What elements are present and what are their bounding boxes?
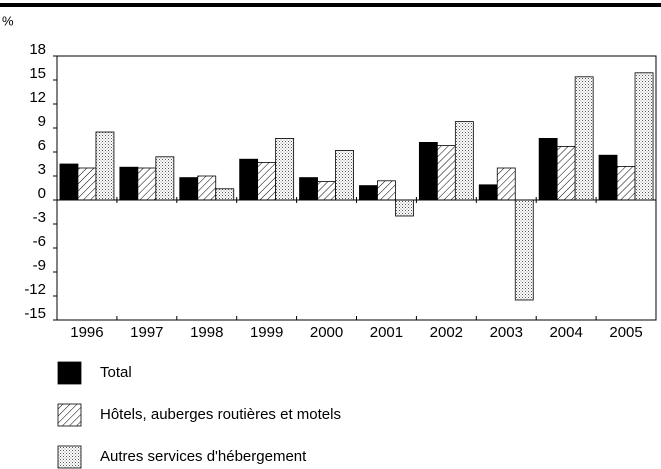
legend-swatch [57,445,82,469]
legend-swatch [57,361,82,385]
bar [215,188,235,201]
x-tick-label: 2004 [549,324,582,341]
legend-label: Autres services d'hébergement [100,448,307,465]
bar [275,137,295,201]
top-rule [0,3,661,7]
x-tick-label: 2002 [430,324,463,341]
unit-label: % [2,13,14,28]
bar [538,137,558,201]
x-tick-label: 1998 [190,324,223,341]
bar [436,145,456,201]
y-tick-label: 15 [29,65,46,82]
bar [155,156,175,201]
bar [514,199,534,301]
x-tick-label: 2001 [370,324,403,341]
bar [395,199,414,217]
legend-swatch [57,403,82,427]
bar [478,184,498,201]
y-tick-label: 9 [38,113,46,130]
bar [179,177,199,201]
bar [119,166,139,201]
bar [359,185,378,201]
bar [59,163,79,201]
bar [317,181,336,201]
bar [137,167,157,201]
bar [616,165,636,201]
legend-label: Hôtels, auberges routières et motels [100,406,341,423]
bar [95,131,115,201]
legend-label: Total [100,364,132,381]
bar [257,161,277,201]
bar [634,72,654,201]
bar [574,76,594,201]
bar [556,145,576,201]
x-tick-label: 2003 [490,324,523,341]
bar [598,154,618,201]
y-tick-label: 3 [38,161,46,178]
y-tick-label: -3 [33,209,46,226]
bar [496,167,516,201]
y-tick-label: 6 [38,137,46,154]
x-tick-label: 1997 [130,324,163,341]
y-tick-label: -12 [24,281,46,298]
bar [77,167,97,201]
bar [299,177,318,201]
x-tick-label: 1996 [70,324,103,341]
bar [454,121,474,201]
y-tick-label: 18 [29,41,46,58]
x-tick-label: 1999 [250,324,283,341]
y-tick-label: 0 [38,185,46,202]
bar [418,141,438,201]
x-tick-label: 2000 [310,324,343,341]
y-tick-label: -9 [33,257,46,274]
bar [197,175,217,201]
bar [377,180,396,201]
x-tick-label: 2005 [609,324,642,341]
y-tick-label: -15 [24,305,46,322]
bar [335,149,354,201]
bar [239,158,259,201]
y-tick-label: 12 [29,89,46,106]
y-tick-label: -6 [33,233,46,250]
